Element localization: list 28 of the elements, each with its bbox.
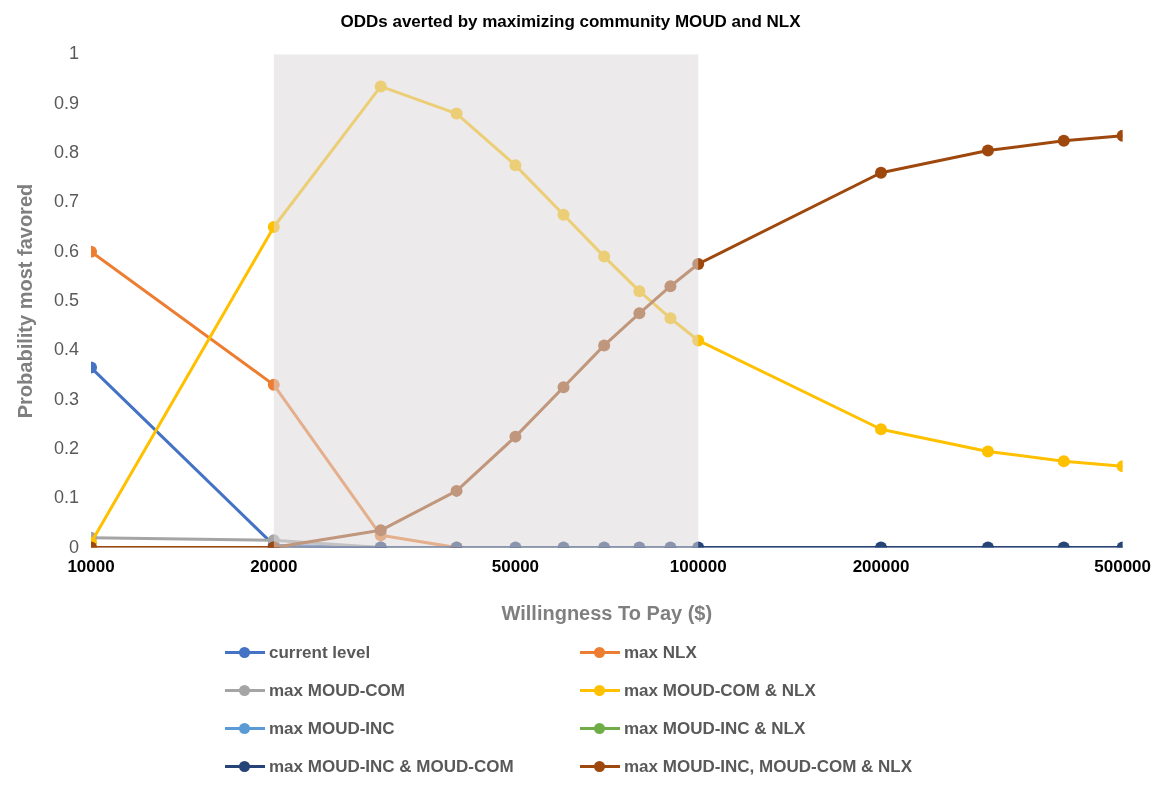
y-tick-label: 1 xyxy=(69,43,80,64)
y-tick-label: 0.8 xyxy=(53,142,80,163)
x-axis-title: Willingness To Pay ($) xyxy=(501,601,713,624)
y-tick-label: 0.5 xyxy=(53,289,80,310)
y-tick-label: 0.9 xyxy=(53,92,80,113)
y-tick-label: 0.6 xyxy=(53,240,80,261)
legend-label: max MOUD-INC & MOUD-COM xyxy=(269,757,514,777)
legend-label: max MOUD-INC xyxy=(269,719,395,739)
chart-title: ODDs averted by maximizing community MOUD and NLX xyxy=(340,11,802,31)
x-tick-label: 10000 xyxy=(67,557,115,577)
legend-label: max MOUD-INC & NLX xyxy=(624,719,806,739)
legend-label: max MOUD-INC, MOUD-COM & NLX xyxy=(624,757,913,777)
legend-label: max MOUD-COM & NLX xyxy=(624,681,816,701)
y-tick-label: 0.7 xyxy=(53,191,80,212)
x-tick-label: 100000 xyxy=(669,557,727,577)
y-axis-title: Probability most favored xyxy=(13,183,36,419)
y-tick-label: 0.2 xyxy=(53,437,80,458)
x-tick-label: 20000 xyxy=(250,557,298,577)
y-tick-label: 0.3 xyxy=(53,388,80,409)
x-tick-label: 200000 xyxy=(852,557,910,577)
y-tick-label: 0.4 xyxy=(53,339,80,360)
y-tick-label: 0 xyxy=(69,536,80,557)
legend-label: max NLX xyxy=(624,643,697,663)
legend-label: current level xyxy=(269,643,371,663)
x-tick-label: 500000 xyxy=(1094,557,1151,577)
x-tick-label: 50000 xyxy=(491,557,540,577)
y-tick-label: 0.1 xyxy=(53,487,80,508)
legend-label: max MOUD-COM xyxy=(269,681,406,701)
